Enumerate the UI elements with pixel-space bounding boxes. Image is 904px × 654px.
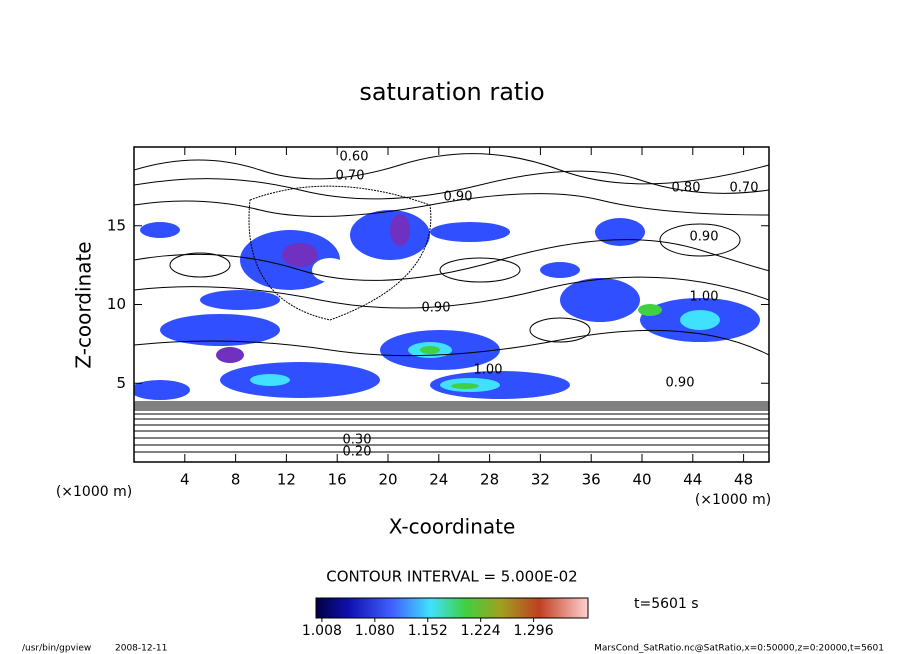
y-tick-label: 5 bbox=[116, 374, 126, 392]
x-tick-label: 4 bbox=[180, 471, 190, 489]
contour-label: 0.80 bbox=[672, 181, 701, 196]
contour-label: 1.00 bbox=[474, 363, 503, 378]
x-tick-label: 28 bbox=[480, 471, 499, 489]
contour-label: 0.90 bbox=[422, 301, 451, 316]
contour-label: 0.20 bbox=[343, 445, 372, 460]
footer-program: /usr/bin/gpview bbox=[22, 644, 91, 654]
y-unit: (×1000 m) bbox=[56, 484, 132, 500]
y-axis-label: Z-coordinate bbox=[72, 241, 96, 368]
colorbar-tick-label: 1.296 bbox=[514, 623, 554, 639]
x-tick-label: 20 bbox=[378, 471, 397, 489]
x-tick-label: 12 bbox=[277, 471, 296, 489]
colorbar bbox=[315, 597, 589, 619]
x-tick-label: 40 bbox=[632, 471, 651, 489]
x-tick-label: 8 bbox=[231, 471, 241, 489]
contour-label: 0.90 bbox=[690, 230, 719, 245]
x-axis-label: X-coordinate bbox=[389, 515, 516, 539]
time-label: t=5601 s bbox=[634, 596, 699, 612]
footer-source: MarsCond_SatRatio.nc@SatRatio,x=0:50000,… bbox=[594, 644, 884, 654]
x-tick-label: 32 bbox=[531, 471, 550, 489]
contour-label: 1.00 bbox=[690, 290, 719, 305]
contour-label: 0.60 bbox=[340, 150, 369, 165]
colorbar-tick-label: 1.008 bbox=[302, 623, 342, 639]
y-tick-label: 15 bbox=[107, 216, 126, 234]
contour-field bbox=[134, 153, 769, 453]
contour-label: 0.70 bbox=[730, 181, 759, 196]
footer-date: 2008-12-11 bbox=[115, 644, 167, 654]
colorbar-tick-label: 1.224 bbox=[461, 623, 501, 639]
colorbar-tick-label: 1.080 bbox=[355, 623, 395, 639]
chart-title: saturation ratio bbox=[359, 78, 544, 106]
x-tick-label: 48 bbox=[734, 471, 753, 489]
contour-label: 0.70 bbox=[336, 169, 365, 184]
x-tick-label: 44 bbox=[683, 471, 702, 489]
x-tick-label: 24 bbox=[429, 471, 448, 489]
contour-interval: CONTOUR INTERVAL = 5.000E-02 bbox=[326, 568, 577, 586]
colorbar-tick-label: 1.152 bbox=[408, 623, 448, 639]
x-tick-label: 16 bbox=[328, 471, 347, 489]
contour-label: 0.90 bbox=[444, 190, 473, 205]
contour-label: 0.30 bbox=[343, 433, 372, 448]
x-unit: (×1000 m) bbox=[695, 492, 771, 508]
contour-label: 0.90 bbox=[666, 376, 695, 391]
y-tick-label: 10 bbox=[107, 295, 126, 313]
x-tick-label: 36 bbox=[582, 471, 601, 489]
